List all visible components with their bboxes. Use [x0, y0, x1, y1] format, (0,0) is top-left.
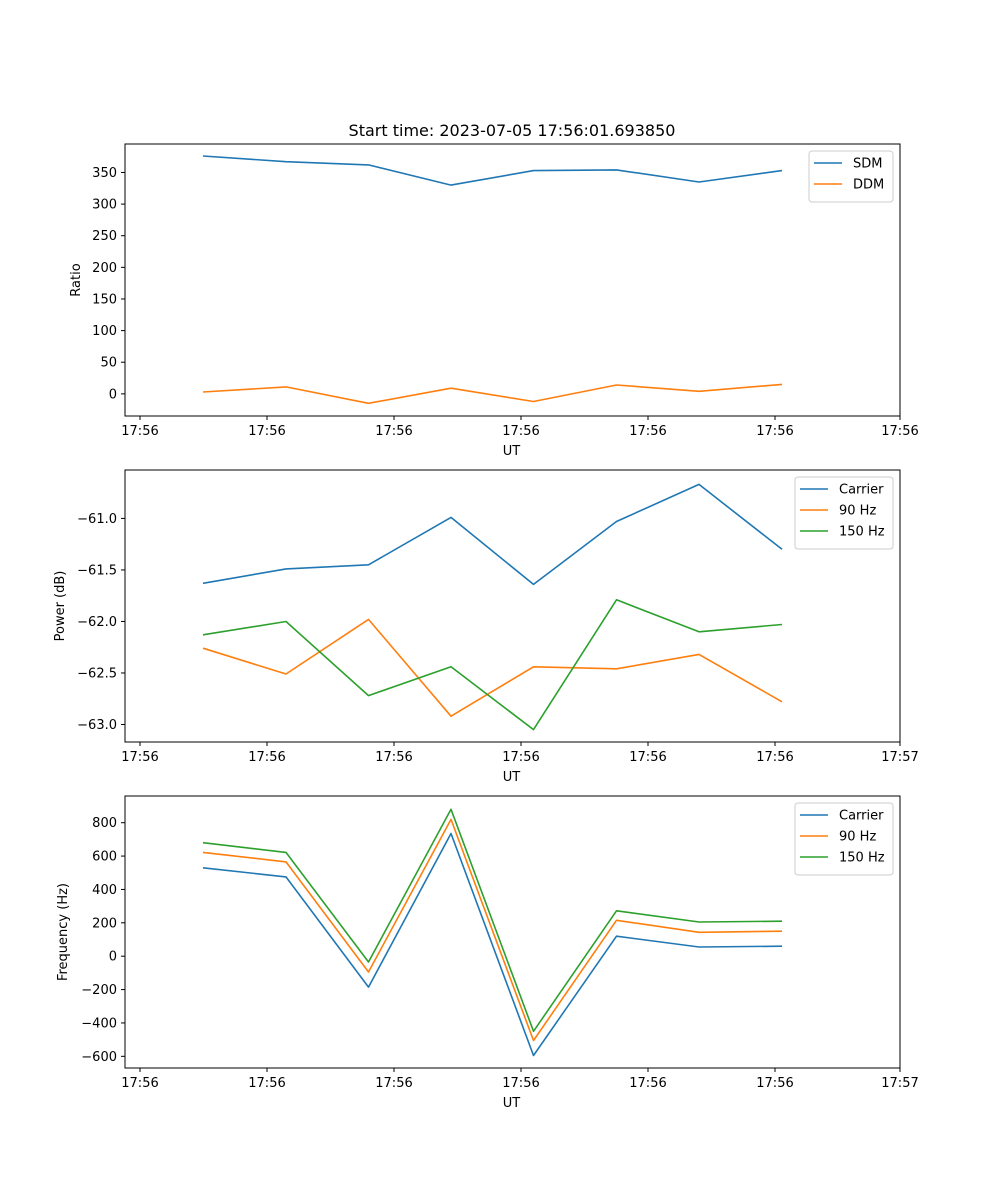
x-axis-label: UT [503, 444, 521, 459]
x-tick-label: 17:56 [629, 1076, 666, 1091]
x-tick-label: 17:56 [502, 750, 539, 765]
series-line-ddm [202, 383, 783, 405]
y-tick-label: 400 [92, 883, 117, 898]
chart-panels: 17:56 17:56 17:56 17:56 17:56 17:56 17:56 UT 0 50… [53, 143, 919, 1111]
x-tick-label: 17:56 [248, 1076, 285, 1091]
plot-frame [124, 469, 901, 743]
legend-label: 150 Hz [839, 851, 885, 866]
y-tick-label: 800 [92, 816, 117, 831]
y-tick-label: 300 [92, 198, 117, 213]
y-tick-label: −61.0 [77, 512, 117, 527]
legend-label: Carrier [839, 483, 884, 498]
x-tick-label: 17:56 [248, 750, 285, 765]
y-tick-label: −600 [81, 1050, 117, 1065]
y-tick-label: 0 [109, 387, 117, 402]
x-tick-label: 17:57 [881, 750, 918, 765]
y-tick-label: −62.5 [77, 666, 117, 681]
series-line-150-hz [202, 808, 783, 1033]
y-tick-label: 200 [92, 261, 117, 276]
x-tick-label: 17:56 [248, 424, 285, 439]
x-tick-label: 17:56 [756, 750, 793, 765]
series-line-carrier [202, 483, 783, 586]
y-tick-label: −62.0 [77, 615, 117, 630]
y-tick-label: 100 [92, 324, 117, 339]
x-tick-label: 17:57 [881, 1076, 918, 1091]
chart-panel-2: 17:56 17:56 17:56 17:56 17:56 17:56 17:57 UT −63… [53, 469, 919, 785]
y-axis-label: Frequency (Hz) [56, 883, 71, 981]
legend: SDM DDM [808, 150, 894, 203]
x-tick-label: 17:56 [502, 1076, 539, 1091]
legend-label: 150 Hz [839, 525, 885, 540]
series-line-carrier [202, 832, 783, 1057]
plot-frame [124, 795, 901, 1069]
legend-label: 90 Hz [839, 504, 876, 519]
series-line-90-hz [202, 618, 783, 718]
y-axis-label: Power (dB) [53, 571, 68, 642]
y-tick-label: −61.5 [77, 563, 117, 578]
y-tick-label: 0 [109, 950, 117, 965]
legend-label: DDM [853, 178, 884, 193]
legend-label: Carrier [839, 809, 884, 824]
x-tick-label: 17:56 [756, 424, 793, 439]
y-axis-label: Ratio [69, 263, 84, 296]
chart-title: Start time: 2023-07-05 17:56:01.693850 [349, 121, 676, 140]
x-tick-label: 17:56 [375, 424, 412, 439]
x-tick-label: 17:56 [629, 424, 666, 439]
y-tick-label: −63.0 [77, 718, 117, 733]
y-tick-label: 150 [92, 292, 117, 307]
x-tick-label: 17:56 [121, 1076, 158, 1091]
series-line-sdm [202, 155, 783, 186]
x-tick-label: 17:56 [756, 1076, 793, 1091]
legend-label: 90 Hz [839, 830, 876, 845]
series-line-150-hz [202, 598, 783, 731]
x-axis-label: UT [503, 1096, 521, 1111]
y-tick-label: −200 [81, 983, 117, 998]
x-tick-label: 17:56 [121, 424, 158, 439]
x-tick-label: 17:56 [502, 424, 539, 439]
x-tick-label: 17:56 [121, 750, 158, 765]
series-line-90-hz [202, 818, 783, 1042]
x-tick-label: 17:56 [629, 750, 666, 765]
y-tick-label: 200 [92, 916, 117, 931]
x-tick-label: 17:56 [375, 750, 412, 765]
chart-panel-1: 17:56 17:56 17:56 17:56 17:56 17:56 17:56 UT 0 50… [69, 143, 919, 459]
legend: Carrier 90 Hz 150 Hz [794, 802, 894, 876]
y-tick-label: 250 [92, 229, 117, 244]
chart-panel-3: 17:56 17:56 17:56 17:56 17:56 17:56 17:57 UT −60… [56, 795, 919, 1111]
y-tick-label: 50 [100, 356, 117, 371]
y-tick-label: 600 [92, 850, 117, 865]
legend: Carrier 90 Hz 150 Hz [794, 476, 894, 550]
legend-label: SDM [853, 157, 882, 172]
x-axis-label: UT [503, 770, 521, 785]
x-tick-label: 17:56 [375, 1076, 412, 1091]
y-tick-label: −400 [81, 1016, 117, 1031]
y-tick-label: 350 [92, 166, 117, 181]
x-tick-label: 17:56 [881, 424, 918, 439]
plot-frame [124, 143, 901, 417]
